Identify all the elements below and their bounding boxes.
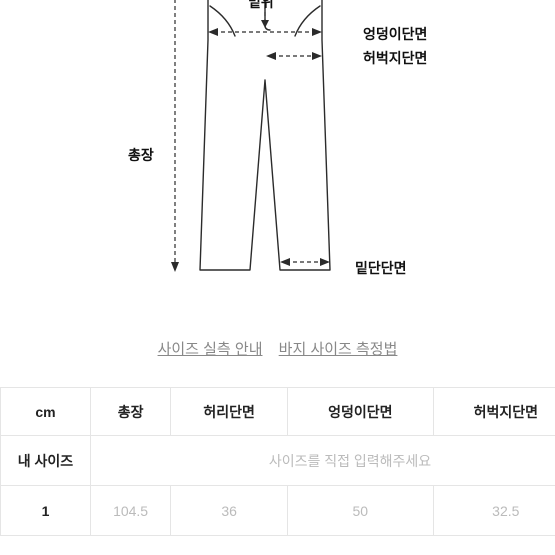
col-header: 허리단면	[171, 388, 288, 436]
row-label: 1	[1, 486, 91, 536]
table-row: 1 104.5 36 50 32.5	[1, 486, 555, 536]
pants-outline	[180, 0, 350, 300]
cell: 32.5	[433, 486, 555, 536]
size-table-wrap: cm 총장 허리단면 엉덩이단면 허벅지단면 밑 내 사이즈 사이즈를 직접 입…	[0, 387, 555, 536]
label-hip: 엉덩이단면	[363, 24, 427, 44]
cell: 36	[171, 486, 288, 536]
cell: 104.5	[91, 486, 171, 536]
label-rise: 밑위	[248, 0, 274, 12]
my-size-input-cell[interactable]: 사이즈를 직접 입력해주세요	[91, 436, 555, 486]
length-arrow	[165, 0, 185, 300]
pants-diagram: 밑위 엉덩이단면 허벅지단면 총장 밑단단면	[0, 0, 555, 320]
size-table: cm 총장 허리단면 엉덩이단면 허벅지단면 밑 내 사이즈 사이즈를 직접 입…	[0, 387, 555, 536]
label-length: 총장	[128, 145, 154, 165]
size-links: 사이즈 실측 안내 바지 사이즈 측정법	[0, 338, 555, 359]
label-thigh: 허벅지단면	[363, 48, 427, 68]
unit-header: cm	[1, 388, 91, 436]
my-size-label: 내 사이즈	[1, 436, 91, 486]
my-size-row: 내 사이즈 사이즈를 직접 입력해주세요	[1, 436, 555, 486]
col-header: 엉덩이단면	[288, 388, 434, 436]
cell: 50	[288, 486, 434, 536]
table-header-row: cm 총장 허리단면 엉덩이단면 허벅지단면 밑	[1, 388, 555, 436]
size-guide-link[interactable]: 사이즈 실측 안내	[158, 341, 263, 358]
col-header: 허벅지단면	[433, 388, 555, 436]
col-header: 총장	[91, 388, 171, 436]
label-hem: 밑단단면	[355, 258, 407, 278]
size-method-link[interactable]: 바지 사이즈 측정법	[279, 341, 398, 358]
